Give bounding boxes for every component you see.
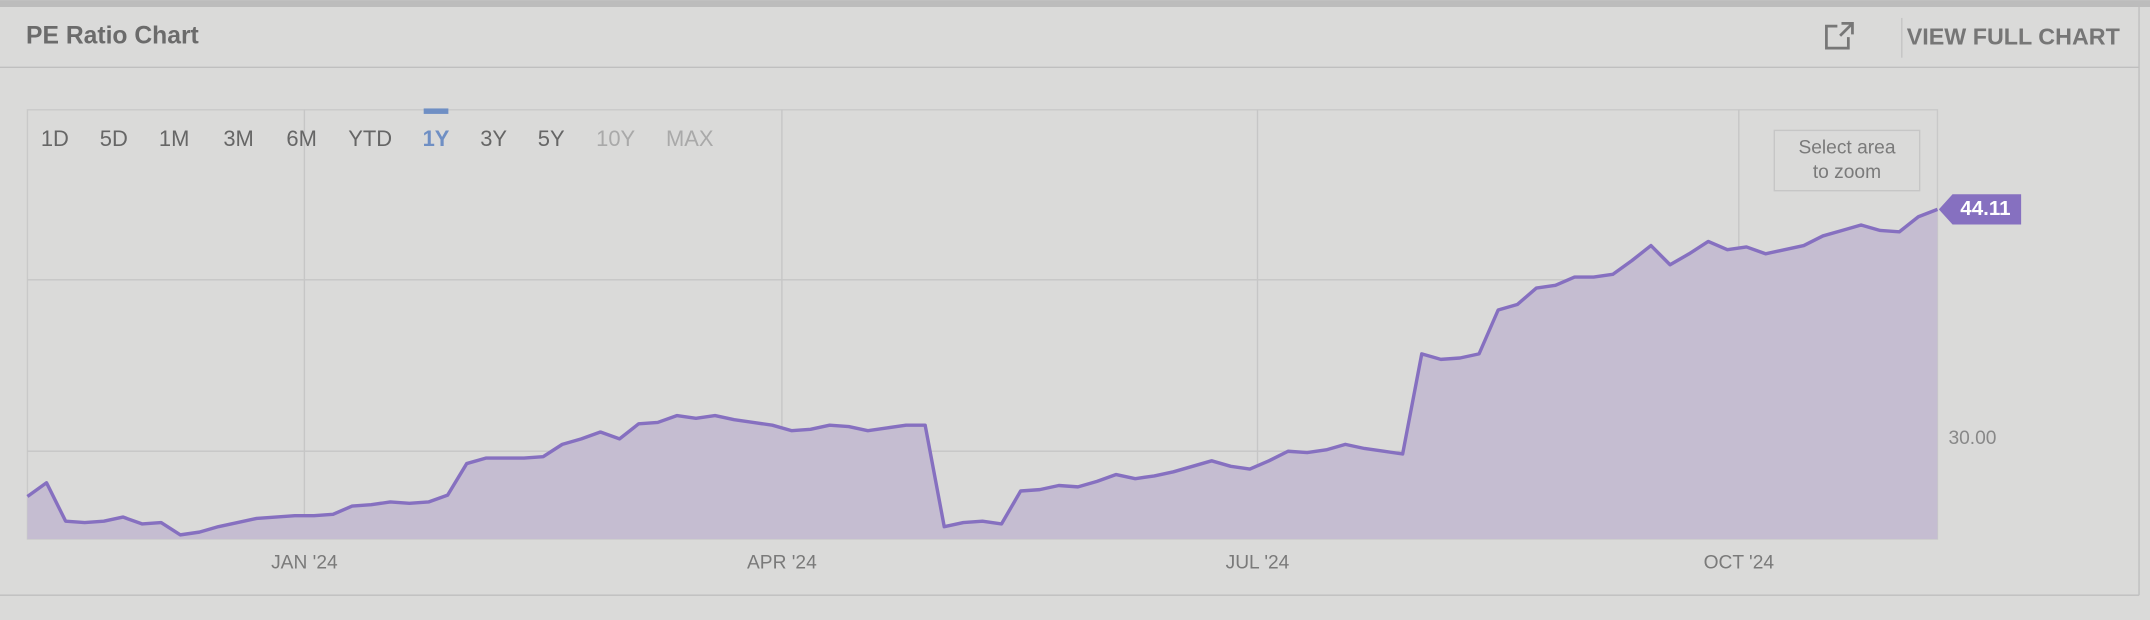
range-button[interactable]: 3M bbox=[223, 126, 253, 151]
line bbox=[26, 207, 1939, 537]
widget-title: PE Ratio Chart bbox=[26, 23, 199, 50]
y-tick-label: 30.00 bbox=[1948, 428, 1996, 449]
zoom-hint-box bbox=[1773, 129, 1921, 192]
zoom-hint: Select area bbox=[1798, 137, 1895, 158]
plot: 30.00 JAN '24 APR '24 JUL '24 OCT '24 44.11 bbox=[26, 109, 2022, 574]
range-button: 10Y bbox=[596, 126, 635, 151]
range-button[interactable]: 1M bbox=[159, 126, 189, 151]
range-button[interactable]: 6M bbox=[286, 126, 316, 151]
x-tick-label: JUL '24 bbox=[1226, 553, 1290, 574]
range-selector: 1D 5D 1M 3M 6M YTD 1Y 3Y 5Y 10Y MAX bbox=[41, 108, 714, 151]
icon-arrow bbox=[1839, 22, 1854, 37]
range-button[interactable]: 1D bbox=[41, 126, 69, 151]
range-button[interactable]: 5Y bbox=[538, 126, 565, 151]
range-button: MAX bbox=[666, 126, 714, 151]
active-indicator bbox=[423, 108, 449, 114]
range-button[interactable]: 5D bbox=[100, 126, 128, 151]
zoom-hint: to zoom bbox=[1813, 162, 1881, 183]
range-button[interactable]: 3Y bbox=[480, 126, 507, 151]
x-tick-label: JAN '24 bbox=[271, 553, 338, 574]
open-icon[interactable] bbox=[1825, 22, 1854, 50]
last-value-badge bbox=[1938, 194, 2022, 225]
x-tick-label: OCT '24 bbox=[1704, 553, 1775, 574]
area bbox=[27, 209, 1938, 539]
x-tick-label: APR '24 bbox=[747, 553, 817, 574]
icon-box bbox=[1825, 24, 1850, 50]
top-bar bbox=[0, 0, 2150, 7]
last-value-label: 44.11 bbox=[1960, 197, 2010, 220]
view-full-chart[interactable]: VIEW FULL CHART bbox=[1907, 24, 2120, 50]
range-button[interactable]: YTD bbox=[348, 126, 392, 151]
range-button[interactable]: 1Y bbox=[423, 126, 450, 151]
